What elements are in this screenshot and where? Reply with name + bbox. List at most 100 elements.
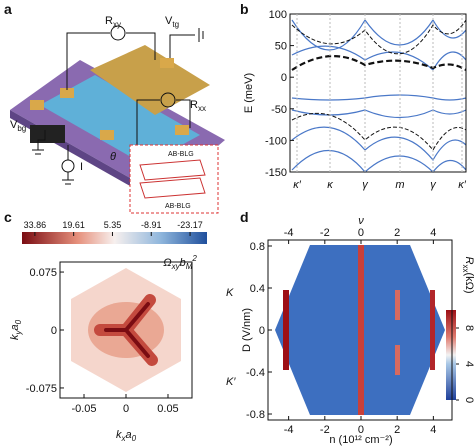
colorbar-tick-label: 8 <box>463 325 474 331</box>
colorbar-label: Rxx(kΩ) <box>461 256 474 293</box>
top-axis-label: ν <box>358 215 364 227</box>
y-tick-label: 0 <box>259 325 265 337</box>
v-tg-label: Vtg <box>165 15 179 29</box>
colorbar <box>446 310 456 400</box>
valley-label: K <box>226 287 234 299</box>
y-tick-label: -0.075 <box>26 383 57 395</box>
y-tick-label: -0.8 <box>246 409 265 421</box>
label-part: a <box>125 429 131 441</box>
label-part: k <box>116 429 122 441</box>
y-tick-label: 0 <box>281 72 287 84</box>
x-tick-label: κ <box>327 179 333 191</box>
colorbar-tick-label: -8.91 <box>141 220 162 230</box>
axis-label: kya0 <box>9 319 23 340</box>
y-tick-label: -150 <box>265 167 287 179</box>
top-gate <box>90 45 210 115</box>
y-tick-label: 0.075 <box>29 267 57 279</box>
y-tick-label: -50 <box>271 104 287 116</box>
x-tick-label: 0.05 <box>157 403 178 415</box>
layer-top: AB-BLG <box>168 151 194 158</box>
colorbar-tick-label: 4 <box>463 361 474 367</box>
r-xx-main: R <box>190 99 198 111</box>
label-part: 0 <box>14 319 23 324</box>
y-tick-label: -100 <box>265 135 287 147</box>
label-part: 0 <box>132 434 137 443</box>
x-tick-label: γ <box>430 179 437 191</box>
label-part: Ω <box>163 257 171 269</box>
label-part: (kΩ) <box>463 272 474 293</box>
y-tick-label: 0.4 <box>250 283 265 295</box>
label-part: R <box>463 256 474 264</box>
label-part: M <box>186 262 193 271</box>
label-part: b <box>180 257 186 269</box>
panel-label: a <box>4 1 12 17</box>
r-xy-main: R <box>105 15 113 27</box>
x-tick-label: 4 <box>430 424 436 436</box>
berry-map <box>71 268 181 392</box>
top-tick-label: 0 <box>358 227 364 239</box>
label-part: k <box>9 334 21 340</box>
y-tick-label: 0.8 <box>250 241 265 253</box>
x-tick-label: γ <box>362 179 369 191</box>
y-tick-label: 100 <box>269 9 287 21</box>
x-tick-label: κ′ <box>458 179 467 191</box>
top-tick-label: -4 <box>284 227 294 239</box>
r-xx-sub: xx <box>198 104 206 113</box>
v-bg-label: Vbg <box>10 119 26 133</box>
colorbar-tick-label: 19.61 <box>62 220 85 230</box>
y-tick-label: 0 <box>51 325 57 337</box>
y-tick-label: -0.4 <box>246 367 265 379</box>
axis-label: kxa0 <box>116 429 137 443</box>
x-axis-label: n (10¹² cm⁻²) <box>329 434 392 446</box>
valley-label: K′ <box>226 376 236 388</box>
panel-label: b <box>240 1 249 17</box>
y-axis-label: D (V/nm) <box>241 308 253 352</box>
top-tick-label: -2 <box>320 227 330 239</box>
r-xy-sub: xy <box>113 20 121 29</box>
top-tick-label: 2 <box>394 227 400 239</box>
y-tick-label: 50 <box>275 41 287 53</box>
x-tick-label: m <box>395 179 404 191</box>
x-tick-label: -2 <box>320 424 330 436</box>
band-curves <box>291 18 467 173</box>
lattice <box>139 159 206 199</box>
colorbar-tick-label: -23.17 <box>177 220 203 230</box>
x-tick-label: 0 <box>358 424 364 436</box>
v-bg-sub: bg <box>17 124 26 133</box>
y-axis-label: E (meV) <box>243 73 255 113</box>
x-tick-label: 2 <box>394 424 400 436</box>
label-part: xy <box>171 262 181 271</box>
top-tick-label: 4 <box>430 227 436 239</box>
schematic: Rxy Vtg Vbg Rxx I θ AB-BLG AB-BLG <box>10 15 225 214</box>
transport-map <box>275 245 445 415</box>
colorbar-tick-label: 33.86 <box>24 220 47 230</box>
wires <box>32 25 204 185</box>
r-xx-label: Rxx <box>190 99 206 113</box>
label-part: xx <box>461 264 470 272</box>
panel-label: d <box>240 209 249 225</box>
x-tick-label: -0.05 <box>71 403 96 415</box>
r-xy-label: Rxy <box>105 15 121 29</box>
twist-label: θ <box>110 151 116 163</box>
v-tg-main: V <box>165 15 173 27</box>
channel <box>40 75 200 165</box>
plot-frame <box>289 13 467 173</box>
axis-label: ΩxybM2 <box>163 254 197 271</box>
label-part: y <box>14 330 23 336</box>
x-tick-label: 0 <box>123 403 129 415</box>
v-bg-main: V <box>10 119 18 131</box>
colorbar-tick-label: 0 <box>463 397 474 403</box>
x-tick-label: κ′ <box>293 179 302 191</box>
layer-bottom: AB-BLG <box>165 203 191 210</box>
label-part: 2 <box>191 254 197 263</box>
v-tg-sub: tg <box>172 20 179 29</box>
panel-label: c <box>4 209 12 225</box>
colorbar <box>22 232 207 244</box>
back-gate <box>30 125 65 143</box>
current-label: I <box>80 161 83 173</box>
label-part: x <box>120 434 126 443</box>
colorbar-tick-label: 5.35 <box>104 220 122 230</box>
x-tick-label: -4 <box>284 424 294 436</box>
label-part: a <box>9 324 21 330</box>
